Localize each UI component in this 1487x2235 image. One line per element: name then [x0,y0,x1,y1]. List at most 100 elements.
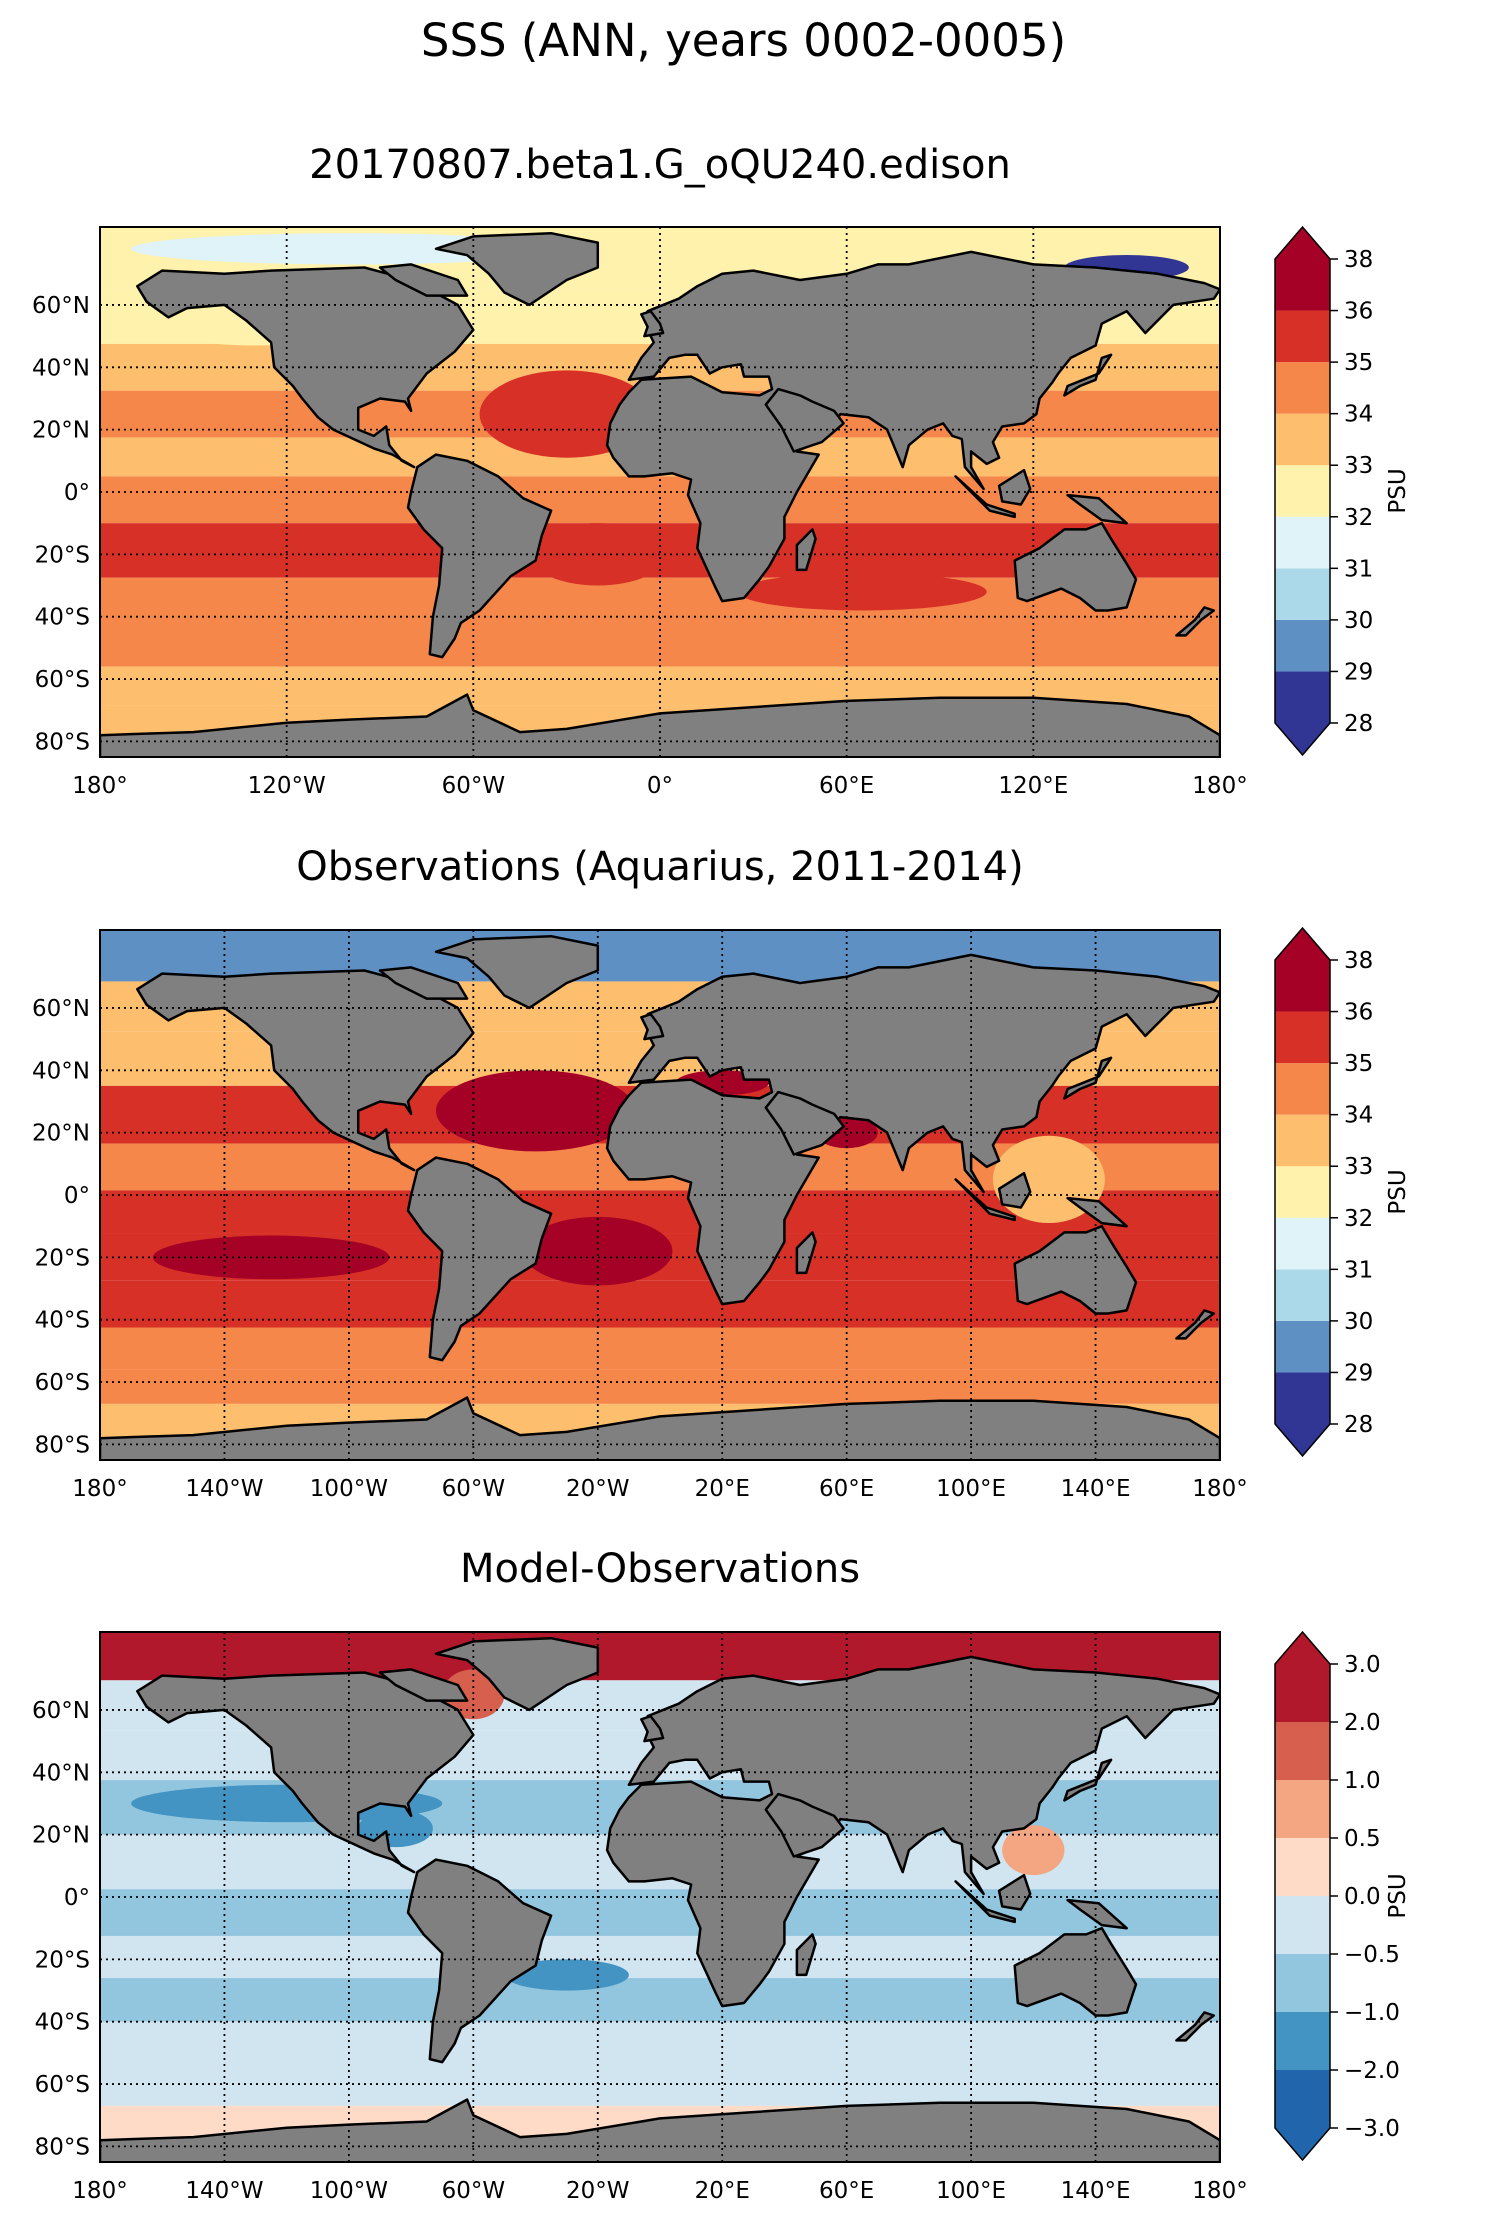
land-australia [1013,521,1138,612]
colorbar-segment [1275,619,1330,672]
colorbar-extend-max [1275,227,1330,259]
colorbar-tick-label: 29 [1344,659,1373,685]
colorbar-tick-label: 35 [1344,350,1373,376]
land-uk [640,1714,665,1743]
x-tick-label: 100°E [936,2178,1006,2204]
colorbar-tick-label: 34 [1344,402,1373,428]
x-tick-label: 60°E [819,773,874,799]
colorbar-segment [1275,1269,1330,1321]
y-tick-label: 60°S [35,1370,90,1396]
x-tick-label: 0° [647,773,673,799]
land-uk [640,1012,665,1041]
field-band [100,2021,1220,2069]
colorbar-segment [1275,1896,1330,1954]
panel-2: Observations (Aquarius, 2011-2014) 180° 14… [32,844,1411,1502]
map-area [100,227,1220,757]
y-tick-label: 60°N [32,1698,90,1724]
colorbar-segment [1275,1664,1330,1722]
field-feature [442,1669,505,1720]
plot-frame [99,929,1221,1461]
land-arabia [764,1090,845,1156]
colorbar-tick-label: −1.0 [1344,2000,1400,2026]
land-new-guinea [1066,1898,1128,1930]
y-tick-label: 40°S [35,1308,90,1334]
field-feature [152,1235,390,1280]
y-tick-label: 20°N [32,1121,90,1147]
y-tick-label: 60°S [35,2072,90,2098]
land-madagascar [795,1933,817,1977]
land-baffin [378,1668,469,1702]
colorbar-segment [1275,2012,1330,2070]
x-tick-label: 180° [72,773,127,799]
field-band [100,2068,1220,2106]
panel-3: Model-Observations 180° 140°W 100°W 60°W 20°W… [32,1546,1411,2204]
x-tick-label: 180° [1192,2178,1247,2204]
field-band [100,1369,1220,1404]
land-japan [1063,1056,1113,1100]
land-arabia [764,387,845,453]
colorbar-label: PSU [1385,1873,1411,1918]
colorbar-tick-label: 33 [1344,1154,1373,1180]
colorbar-tick-label: 30 [1344,1309,1373,1335]
panel-title: Observations (Aquarius, 2011-2014) [296,844,1023,890]
x-tick-label: 20°W [566,1476,630,1502]
land-baffin [378,263,469,297]
colorbar-tick-label: 2.0 [1344,1710,1381,1736]
colorbar-tick-label: 32 [1344,1206,1373,1232]
y-tick-label: 60°S [35,667,90,693]
colorbar-tick-label: 32 [1344,505,1373,531]
panel-title: 20170807.beta1.G_oQU240.edison [309,142,1011,188]
x-tick-label: 20°E [695,2178,750,2204]
x-tick-label: 20°W [566,2178,630,2204]
land-eurasia-africa [605,953,1220,1306]
x-tick-label: 180° [1192,1476,1247,1502]
colorbar-extend-min [1275,2128,1330,2160]
y-tick-label: 40°N [32,1760,90,1786]
y-tick-label: 80°S [35,1432,90,1458]
colorbar-segment [1275,568,1330,620]
field-feature [529,523,667,586]
x-tick-label: 120°E [998,773,1068,799]
colorbar-tick-label: −0.5 [1344,1942,1400,1968]
colorbar-tick-label: 3.0 [1344,1652,1381,1678]
colorbar-label: PSU [1385,468,1411,513]
x-tick-label: 20°E [695,1476,750,1502]
colorbar-segment [1275,1722,1330,1780]
land-greenland [434,231,600,307]
colorbar-segment [1275,1011,1330,1064]
colorbar-extend-min [1275,1424,1330,1456]
colorbar-tick-label: 35 [1344,1051,1373,1077]
x-tick-label: 140°E [1061,2178,1131,2204]
y-tick-label: 60°N [32,293,90,319]
y-tick-label: 0° [64,480,90,506]
colorbar-tick-label: 0.0 [1344,1884,1381,1910]
x-tick-label: 180° [72,2178,127,2204]
land-japan [1063,353,1113,397]
land-new-guinea [1066,1196,1128,1228]
y-tick-label: 40°S [35,2010,90,2036]
x-tick-label: 100°W [310,2178,388,2204]
figure-title: SSS (ANN, years 0002-0005) [420,14,1067,67]
land-japan [1063,1758,1113,1802]
field-feature [523,1216,673,1286]
land-new-zealand [1175,1309,1216,1340]
plot-frame [99,226,1221,758]
x-tick-label: 120°W [248,773,326,799]
colorbar-segment [1275,362,1330,414]
land-south-america [406,1156,553,1362]
x-tick-label: 140°E [1061,1476,1131,1502]
colorbar-tick-label: 38 [1344,948,1373,974]
x-tick-label: 60°W [442,773,506,799]
colorbar-tick-label: 30 [1344,608,1373,634]
y-tick-label: 20°N [32,418,90,444]
colorbar-extend-min [1275,723,1330,755]
field-feature [504,1959,629,1991]
colorbar-tick-label: 1.0 [1344,1768,1381,1794]
y-tick-label: 60°N [32,996,90,1022]
land-sumatra-java [954,1178,1016,1222]
colorbar-tick-label: −2.0 [1344,2058,1400,2084]
field-feature [162,532,380,577]
land-south-america [406,453,553,659]
land-madagascar [795,1231,817,1275]
colorbar-segment [1275,1217,1330,1270]
